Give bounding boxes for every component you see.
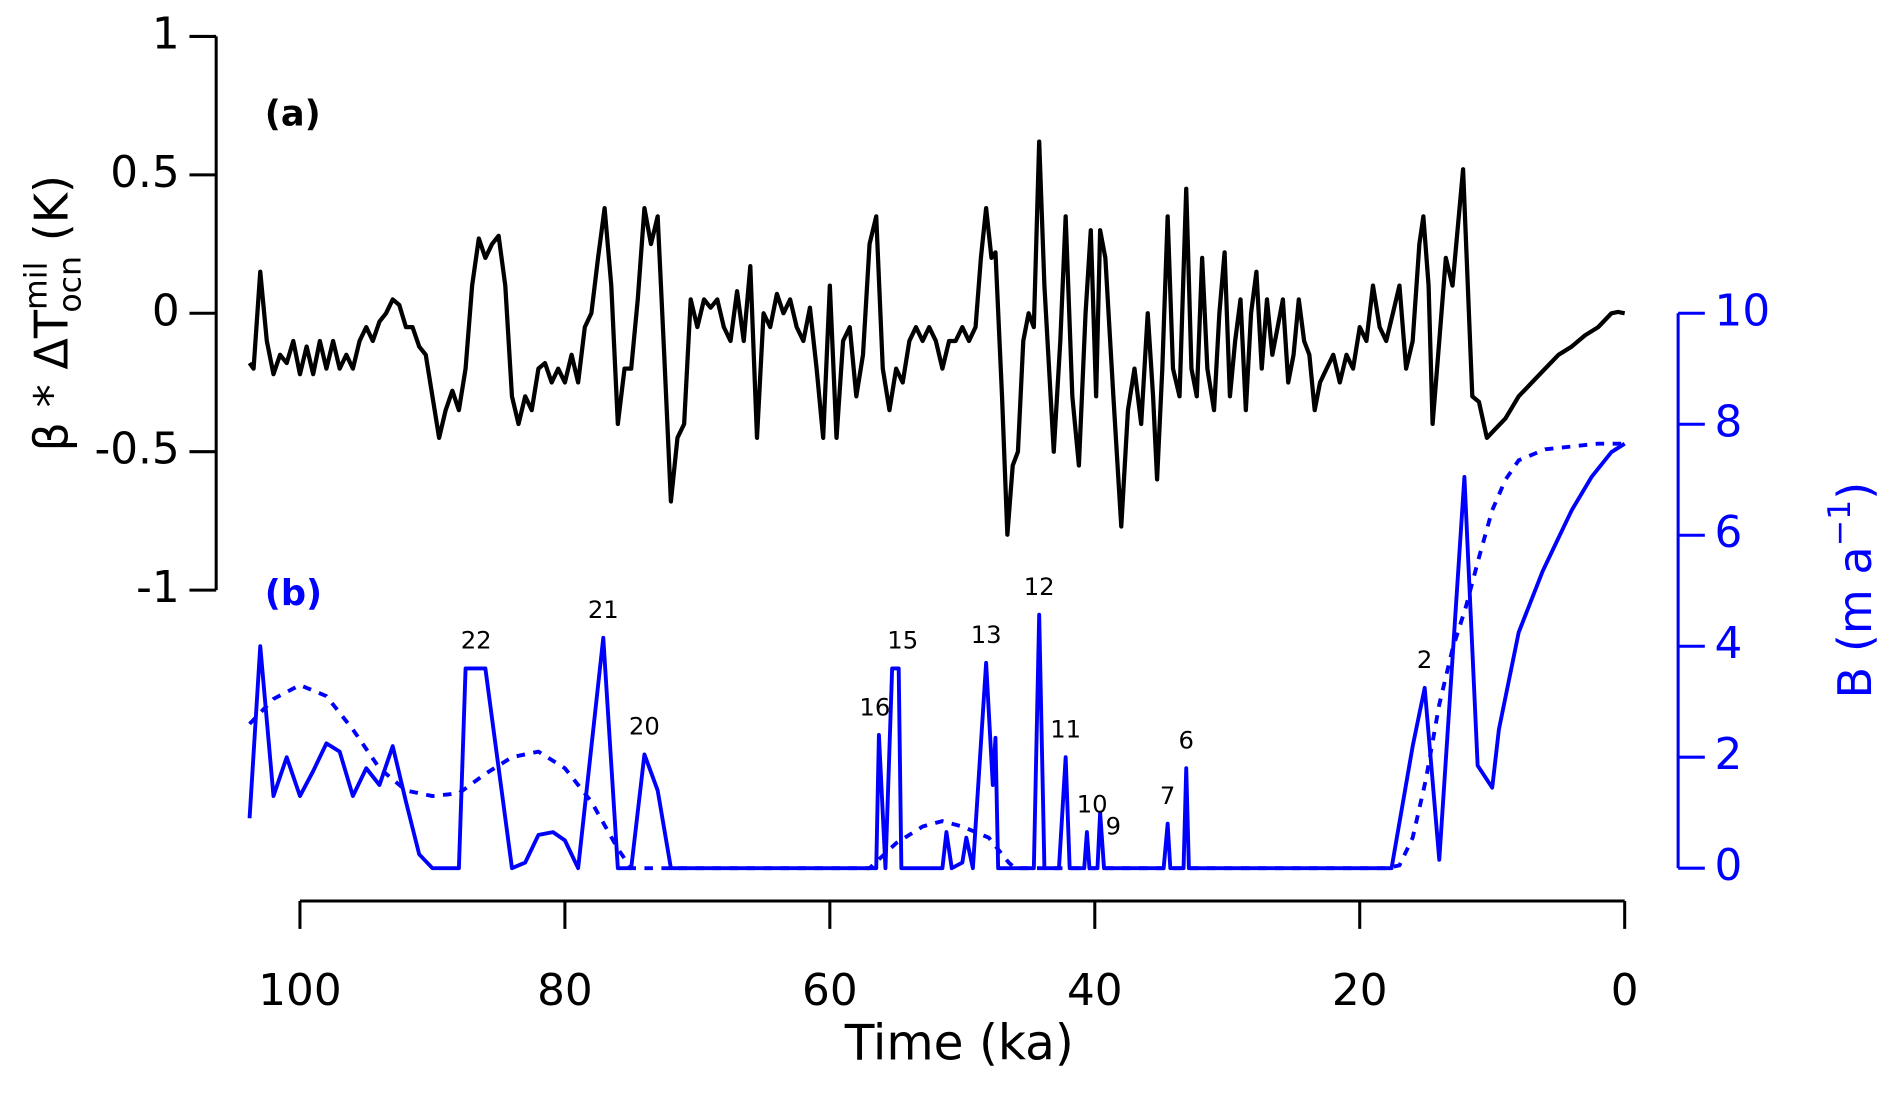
peak-label: 7	[1160, 781, 1175, 810]
y-tick-label: 0	[152, 285, 180, 336]
y-tick-label: 6	[1715, 507, 1743, 558]
peak-label: 12	[1024, 572, 1055, 601]
peak-label: 16	[859, 692, 890, 721]
y-tick-label: -0.5	[94, 424, 179, 475]
y-tick-label: 4	[1715, 618, 1743, 669]
y-tick-label: -1	[136, 562, 180, 613]
y-label-unit: )	[1827, 482, 1881, 500]
data-line	[247, 442, 1626, 871]
y-label-superscript: mil	[19, 262, 55, 310]
y-axis-label: B (m a−1)	[1822, 482, 1881, 699]
x-tick-label: 20	[1332, 965, 1388, 1016]
x-tick-label: 100	[258, 965, 341, 1016]
y-label-subscript: ocn	[53, 256, 89, 313]
peak-label: 21	[588, 595, 619, 624]
x-tick-label: 60	[802, 965, 858, 1016]
panel-label: (b)	[265, 573, 322, 614]
peak-label: 11	[1050, 714, 1081, 743]
peak-label: 10	[1077, 789, 1108, 818]
y-tick-label: 1	[152, 8, 180, 59]
y-tick-label: 10	[1715, 285, 1771, 336]
data-line	[247, 139, 1626, 537]
y-tick-label: 8	[1715, 396, 1743, 447]
y-axis-label: β * ΔTmilocn (K)	[19, 175, 89, 451]
peak-label: 6	[1178, 726, 1193, 755]
y-tick-label: 2	[1715, 729, 1743, 780]
peak-label: 22	[461, 626, 492, 655]
x-tick-label: 40	[1067, 965, 1123, 1016]
y-label-unit: (K)	[24, 175, 78, 256]
y-tick-label: 0	[1715, 840, 1743, 891]
x-tick-label: 80	[537, 965, 593, 1016]
y-label-text: β * ΔT	[24, 309, 78, 451]
peak-label: 2	[1417, 645, 1432, 674]
x-axis-label: Time (ka)	[844, 1016, 1074, 1072]
panel-label: (a)	[265, 93, 321, 134]
y-label-superscript: −1	[1822, 500, 1858, 547]
peak-label: 20	[629, 712, 660, 741]
peak-label: 15	[887, 626, 918, 655]
x-tick-label: 0	[1611, 965, 1639, 1016]
y-label-text: B (m a	[1827, 546, 1881, 698]
peak-label: 13	[971, 620, 1002, 649]
peak-label: 9	[1106, 812, 1121, 841]
y-tick-label: 0.5	[110, 147, 180, 198]
